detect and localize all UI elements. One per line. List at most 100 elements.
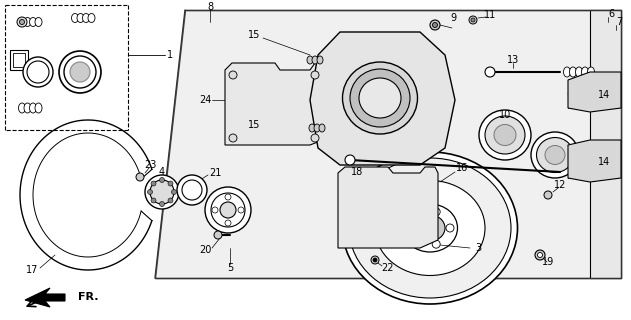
- Ellipse shape: [182, 180, 202, 200]
- Ellipse shape: [205, 187, 251, 233]
- Bar: [10, 50, 28, 70]
- Text: 12: 12: [554, 180, 566, 190]
- Polygon shape: [225, 63, 328, 145]
- Ellipse shape: [220, 202, 236, 218]
- Text: 10: 10: [499, 110, 511, 120]
- Circle shape: [311, 134, 319, 142]
- Ellipse shape: [59, 51, 101, 93]
- Ellipse shape: [309, 124, 315, 132]
- Circle shape: [212, 207, 218, 213]
- Text: 19: 19: [542, 257, 554, 267]
- Circle shape: [151, 198, 156, 203]
- Ellipse shape: [587, 67, 594, 77]
- Circle shape: [168, 181, 173, 186]
- Text: 20: 20: [199, 245, 211, 255]
- Ellipse shape: [27, 61, 49, 83]
- Circle shape: [446, 224, 454, 232]
- Ellipse shape: [35, 103, 42, 113]
- Text: 8: 8: [207, 2, 213, 12]
- Ellipse shape: [24, 103, 31, 113]
- Text: 4: 4: [159, 167, 165, 177]
- Text: 24: 24: [199, 95, 211, 105]
- Polygon shape: [568, 140, 621, 182]
- Circle shape: [229, 71, 237, 79]
- Ellipse shape: [314, 124, 320, 132]
- Polygon shape: [155, 10, 621, 278]
- Ellipse shape: [145, 175, 179, 209]
- Text: 22: 22: [382, 263, 394, 273]
- Polygon shape: [590, 10, 621, 278]
- Circle shape: [410, 234, 418, 242]
- Text: 13: 13: [507, 55, 519, 65]
- Circle shape: [345, 155, 355, 165]
- Text: 17: 17: [26, 265, 38, 275]
- Ellipse shape: [575, 67, 582, 77]
- Ellipse shape: [83, 13, 90, 22]
- Circle shape: [229, 134, 237, 142]
- Circle shape: [225, 220, 231, 226]
- Circle shape: [136, 173, 144, 181]
- Circle shape: [17, 17, 27, 27]
- Circle shape: [225, 194, 231, 200]
- Text: 15: 15: [248, 30, 260, 40]
- Circle shape: [485, 67, 495, 77]
- Ellipse shape: [343, 62, 418, 134]
- Text: 7: 7: [616, 17, 622, 27]
- Polygon shape: [310, 32, 455, 165]
- Ellipse shape: [70, 62, 90, 82]
- Ellipse shape: [485, 116, 525, 154]
- Ellipse shape: [30, 18, 37, 27]
- Ellipse shape: [375, 180, 485, 276]
- Ellipse shape: [319, 124, 325, 132]
- Ellipse shape: [479, 110, 531, 160]
- Circle shape: [432, 208, 440, 216]
- Circle shape: [214, 231, 222, 239]
- Ellipse shape: [77, 13, 84, 22]
- Text: 14: 14: [598, 157, 610, 167]
- Circle shape: [238, 207, 244, 213]
- Text: 11: 11: [484, 10, 496, 20]
- Ellipse shape: [24, 18, 31, 27]
- Text: 9: 9: [450, 13, 456, 23]
- Circle shape: [172, 189, 177, 195]
- Text: FR.: FR.: [78, 292, 98, 302]
- Circle shape: [538, 252, 543, 258]
- Ellipse shape: [415, 215, 445, 241]
- Circle shape: [373, 258, 377, 262]
- Circle shape: [20, 20, 25, 25]
- Circle shape: [544, 191, 552, 199]
- Ellipse shape: [211, 193, 245, 227]
- Circle shape: [469, 16, 477, 24]
- Ellipse shape: [71, 13, 78, 22]
- Circle shape: [311, 71, 319, 79]
- Ellipse shape: [30, 103, 37, 113]
- Circle shape: [535, 250, 545, 260]
- Ellipse shape: [582, 67, 589, 77]
- Ellipse shape: [349, 158, 511, 298]
- Circle shape: [160, 202, 165, 206]
- Ellipse shape: [177, 175, 207, 205]
- Circle shape: [430, 20, 440, 30]
- Polygon shape: [25, 288, 65, 307]
- Text: 1: 1: [167, 50, 173, 60]
- Ellipse shape: [18, 18, 25, 27]
- Text: 16: 16: [456, 163, 468, 173]
- Circle shape: [148, 189, 153, 195]
- Ellipse shape: [150, 180, 174, 204]
- Circle shape: [432, 22, 437, 28]
- Bar: [13, 53, 25, 67]
- Ellipse shape: [317, 56, 323, 64]
- Text: 6: 6: [608, 9, 614, 19]
- Circle shape: [168, 198, 173, 203]
- Circle shape: [151, 181, 156, 186]
- Text: 5: 5: [227, 263, 233, 273]
- Text: 15: 15: [248, 120, 260, 130]
- Text: 3: 3: [475, 243, 481, 253]
- Ellipse shape: [307, 56, 313, 64]
- Ellipse shape: [23, 57, 53, 87]
- Circle shape: [160, 178, 165, 182]
- Ellipse shape: [64, 56, 96, 88]
- Ellipse shape: [35, 18, 42, 27]
- Ellipse shape: [88, 13, 95, 22]
- Ellipse shape: [403, 204, 457, 252]
